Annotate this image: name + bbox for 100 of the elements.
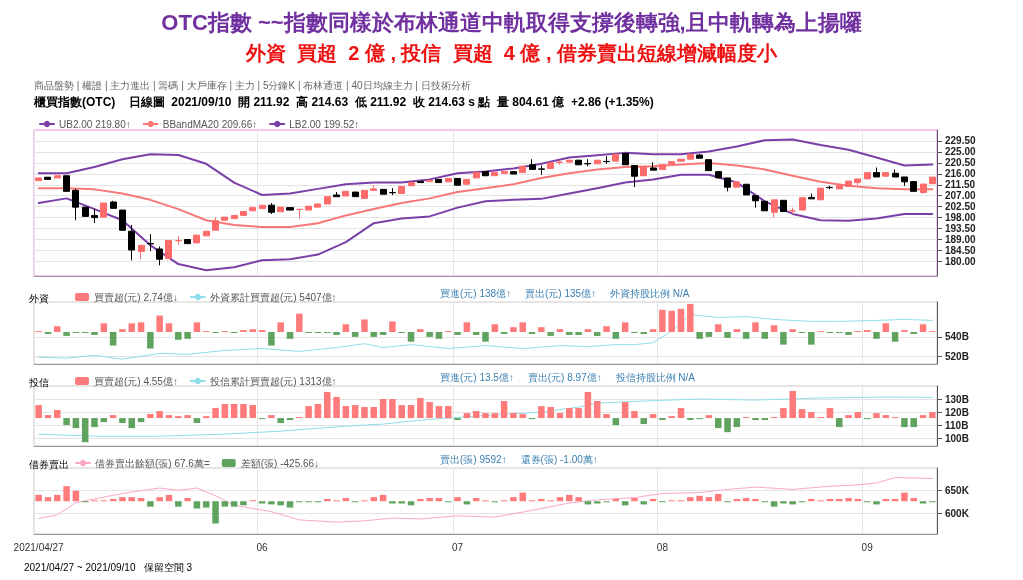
- y-tick-label: 220.50: [945, 157, 977, 169]
- bar: [603, 326, 610, 333]
- y-tick-label: 120B: [945, 406, 969, 418]
- candlestick: [175, 235, 182, 246]
- bar: [835, 418, 843, 428]
- candlestick: [408, 182, 415, 187]
- bar: [212, 501, 219, 524]
- candlestick: [677, 158, 685, 162]
- bar: [258, 501, 266, 504]
- bar: [379, 332, 387, 335]
- bar: [193, 501, 201, 509]
- bar: [277, 322, 284, 333]
- bar: [566, 494, 573, 502]
- candlestick: [612, 153, 619, 162]
- line-series: [37, 138, 934, 196]
- bar: [677, 308, 685, 333]
- bar: [407, 405, 415, 419]
- bar: [147, 501, 154, 507]
- bar: [389, 501, 396, 504]
- y-tick-label: 184.50: [945, 244, 977, 256]
- bar: [584, 392, 592, 419]
- candlestick: [808, 193, 815, 200]
- candlestick: [110, 200, 117, 209]
- bar: [286, 501, 294, 508]
- bar: [286, 332, 294, 339]
- candlestick: [435, 178, 442, 184]
- bar: [54, 410, 61, 419]
- candlestick: [212, 216, 219, 231]
- bar: [193, 418, 201, 424]
- x-tick-label: 06: [256, 541, 269, 553]
- candlestick: [314, 203, 321, 208]
- bar: [789, 501, 796, 505]
- candlestick: [473, 171, 480, 179]
- bar: [109, 332, 117, 346]
- candlestick: [650, 161, 657, 171]
- bar: [361, 407, 368, 419]
- bar: [510, 327, 517, 333]
- x-tick-label: 07: [452, 541, 464, 553]
- bar: [873, 332, 880, 339]
- candlestick: [547, 162, 554, 169]
- bar: [379, 399, 387, 419]
- bar: [603, 414, 610, 419]
- candlestick: [54, 175, 61, 179]
- candlestick: [882, 172, 889, 177]
- line-series: [38, 314, 933, 360]
- bar: [798, 409, 806, 419]
- bar: [100, 418, 108, 423]
- y-tick-label: 211.50: [945, 179, 976, 191]
- bar: [221, 501, 229, 507]
- candlestick: [519, 165, 526, 174]
- bar: [901, 418, 908, 428]
- bar: [81, 418, 89, 443]
- candlestick: [417, 180, 424, 184]
- candlestick: [854, 178, 861, 186]
- candlestick: [324, 196, 331, 205]
- bar: [389, 321, 396, 333]
- candlestick: [566, 159, 573, 163]
- bar: [323, 392, 331, 419]
- bar: [491, 413, 499, 419]
- bar: [640, 418, 648, 425]
- bar: [305, 406, 312, 419]
- bar: [845, 332, 852, 335]
- candlestick: [91, 208, 98, 224]
- candlestick: [836, 184, 843, 190]
- text: 買進(元) 138億↑ 賣出(元) 135億↑ 外資持股比例 N/A: [440, 287, 690, 299]
- candlestick: [491, 171, 498, 177]
- y-tick-label: 520B: [945, 350, 969, 362]
- bar: [230, 501, 238, 507]
- bar: [333, 396, 340, 419]
- candlestick: [864, 172, 871, 180]
- bar: [873, 501, 880, 505]
- bar: [137, 322, 145, 333]
- bar: [714, 418, 722, 429]
- candlestick: [789, 207, 796, 215]
- bar: [54, 494, 61, 502]
- bar: [370, 407, 378, 419]
- bar: [659, 309, 666, 333]
- bar: [426, 402, 433, 419]
- bar: [221, 404, 229, 419]
- bar: [398, 501, 405, 504]
- bar: [770, 501, 778, 507]
- candlestick: [352, 191, 359, 198]
- candlestick: [724, 177, 731, 192]
- candlestick: [556, 159, 563, 166]
- bar: [705, 415, 713, 419]
- candlestick: [35, 177, 42, 182]
- bar: [435, 332, 443, 339]
- candlestick: [445, 177, 452, 183]
- bar: [277, 501, 284, 506]
- bar: [714, 324, 722, 333]
- bar: [417, 398, 424, 419]
- bar: [519, 322, 526, 333]
- bar: [882, 323, 890, 333]
- bar: [407, 332, 415, 342]
- candlestick: [240, 211, 247, 216]
- bar: [854, 412, 862, 419]
- bar: [891, 332, 899, 342]
- candlestick: [277, 206, 284, 213]
- bar: [780, 408, 787, 419]
- candlestick: [389, 187, 396, 196]
